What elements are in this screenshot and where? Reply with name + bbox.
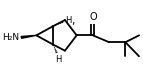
Text: H: H	[65, 16, 71, 25]
Text: ,: ,	[71, 16, 74, 26]
Text: O: O	[89, 12, 97, 22]
Polygon shape	[21, 35, 36, 38]
Text: H₂N: H₂N	[2, 33, 19, 42]
Text: O: O	[89, 12, 97, 22]
Text: H: H	[55, 55, 62, 64]
